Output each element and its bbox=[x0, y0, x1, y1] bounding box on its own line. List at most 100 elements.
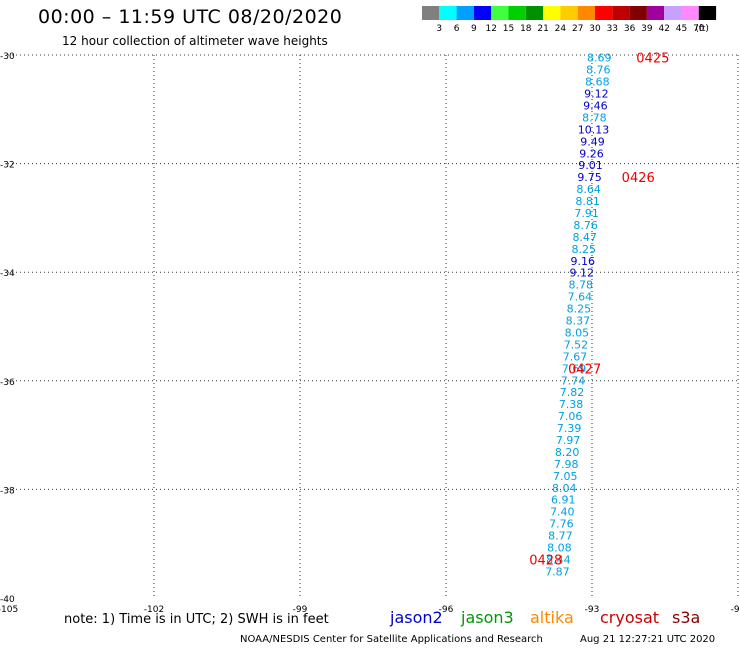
swh-value-label: 9.46 bbox=[583, 99, 608, 112]
legend-swatch bbox=[664, 6, 682, 20]
legend-swatch bbox=[698, 6, 717, 20]
swh-value-label: 7.06 bbox=[558, 410, 583, 423]
legend-swatch bbox=[543, 6, 561, 20]
swh-value-label: 10.13 bbox=[578, 123, 610, 136]
legend-tick-label: 3 bbox=[436, 24, 442, 34]
x-tick-label: -90 bbox=[731, 605, 740, 615]
swh-value-label: 8.76 bbox=[586, 64, 611, 77]
time-label: 0427 bbox=[568, 362, 601, 377]
swh-value-label: 7.87 bbox=[545, 565, 570, 578]
swh-value-label: 8.20 bbox=[555, 446, 580, 459]
x-tick-label: -96 bbox=[439, 605, 454, 615]
satellite-altika: altika bbox=[530, 608, 574, 627]
swh-value-label: 8.78 bbox=[582, 111, 607, 124]
swh-value-label: 7.69 bbox=[562, 362, 587, 375]
legend-swatch bbox=[560, 6, 578, 20]
x-tick-label: -105 bbox=[0, 605, 18, 615]
legend-swatch bbox=[439, 6, 457, 20]
swh-value-label: 7.39 bbox=[557, 422, 582, 435]
y-tick-label: -40 bbox=[0, 595, 15, 605]
x-tick-label: -102 bbox=[144, 605, 164, 615]
swh-value-label: 9.12 bbox=[570, 267, 595, 280]
satellite-cryosat: cryosat bbox=[600, 608, 660, 627]
swh-value-label: 7.52 bbox=[564, 338, 589, 351]
swh-value-label: 8.81 bbox=[575, 195, 600, 208]
chart-subtitle: 12 hour collection of altimeter wave hei… bbox=[62, 34, 328, 48]
credit-text: NOAA/NESDIS Center for Satellite Applica… bbox=[240, 634, 543, 645]
legend-tick-label: 24 bbox=[555, 24, 567, 34]
swh-value-label: 8.44 bbox=[546, 553, 571, 566]
legend-tick-label: 21 bbox=[537, 24, 548, 34]
swh-value-label: 8.64 bbox=[576, 183, 601, 196]
legend-swatch bbox=[629, 6, 647, 20]
legend-tick-label: 15 bbox=[503, 24, 514, 34]
swh-value-label: 7.38 bbox=[559, 398, 584, 411]
swh-value-label: 8.47 bbox=[572, 231, 597, 244]
swh-value-label: 8.37 bbox=[566, 315, 591, 328]
swh-value-label: 7.97 bbox=[556, 434, 581, 447]
legend-tick-label: 45 bbox=[676, 24, 687, 34]
swh-value-label: 8.05 bbox=[565, 326, 590, 339]
chart-title: 00:00 – 11:59 UTC 08/20/2020 bbox=[38, 6, 343, 28]
swh-value-label: 6.91 bbox=[551, 494, 576, 507]
legend-tick-label: 27 bbox=[572, 24, 583, 34]
time-label: 0428 bbox=[529, 553, 562, 568]
swh-value-label: 7.98 bbox=[554, 458, 579, 471]
satellite-s3a: s3a bbox=[672, 608, 701, 627]
legend-swatch bbox=[612, 6, 630, 20]
legend-swatch bbox=[491, 6, 509, 20]
swh-value-label: 9.49 bbox=[580, 135, 605, 148]
swh-value-label: 8.08 bbox=[547, 542, 572, 555]
legend-tick-label: 30 bbox=[589, 24, 601, 34]
legend-unit: (ft) bbox=[695, 24, 709, 34]
swh-value-label: 8.69 bbox=[587, 52, 612, 65]
time-label: 0425 bbox=[636, 52, 669, 67]
legend-tick-label: 9 bbox=[471, 24, 477, 34]
legend-tick-label: 70 bbox=[693, 24, 705, 34]
x-tick-label: -99 bbox=[293, 605, 308, 615]
swh-value-label: 9.26 bbox=[579, 147, 604, 160]
legend-swatch bbox=[456, 6, 474, 20]
legend-swatch bbox=[525, 6, 544, 20]
swh-value-label: 9.01 bbox=[578, 159, 603, 172]
swh-value-label: 8.04 bbox=[552, 482, 577, 495]
y-tick-label: -36 bbox=[0, 378, 15, 388]
satellite-jason2: jason2 bbox=[390, 608, 443, 627]
timestamp: Aug 21 12:27:21 UTC 2020 bbox=[580, 634, 716, 645]
y-tick-label: -38 bbox=[0, 486, 15, 496]
swh-value-label: 7.76 bbox=[549, 518, 574, 531]
swh-value-label: 7.64 bbox=[568, 291, 593, 304]
legend-tick-label: 39 bbox=[641, 24, 653, 34]
swh-value-label: 8.25 bbox=[571, 243, 596, 256]
time-label: 0426 bbox=[622, 171, 655, 186]
footer-note: note: 1) Time is in UTC; 2) SWH is in fe… bbox=[64, 612, 329, 627]
y-tick-label: -32 bbox=[0, 161, 15, 171]
legend-swatch bbox=[473, 6, 492, 20]
swh-value-label: 9.75 bbox=[577, 171, 602, 184]
swh-value-label: 7.74 bbox=[561, 374, 586, 387]
legend-swatch bbox=[422, 6, 440, 20]
swh-value-label: 7.40 bbox=[550, 506, 575, 519]
swh-value-label: 7.91 bbox=[574, 207, 599, 220]
legend-swatch bbox=[577, 6, 595, 20]
y-tick-label: -30 bbox=[0, 52, 15, 62]
legend-tick-label: 6 bbox=[454, 24, 460, 34]
swh-value-label: 9.16 bbox=[571, 255, 596, 268]
satellite-jason3: jason3 bbox=[461, 608, 514, 627]
legend-swatch bbox=[646, 6, 665, 20]
swh-value-label: 8.68 bbox=[585, 76, 610, 89]
swh-value-label: 8.78 bbox=[569, 279, 594, 292]
legend-swatch bbox=[508, 6, 526, 20]
swh-value-label: 7.05 bbox=[553, 470, 578, 483]
swh-value-label: 8.76 bbox=[573, 219, 598, 232]
legend-tick-label: 33 bbox=[607, 24, 618, 34]
legend-tick-label: 36 bbox=[624, 24, 636, 34]
swh-value-label: 8.77 bbox=[548, 530, 573, 543]
legend-tick-label: 18 bbox=[520, 24, 532, 34]
legend-tick-label: 42 bbox=[658, 24, 669, 34]
swh-value-label: 7.82 bbox=[560, 386, 585, 399]
swh-value-label: 8.25 bbox=[567, 303, 592, 316]
swh-value-label: 9.12 bbox=[584, 88, 609, 101]
swh-value-label: 7.67 bbox=[563, 350, 588, 363]
